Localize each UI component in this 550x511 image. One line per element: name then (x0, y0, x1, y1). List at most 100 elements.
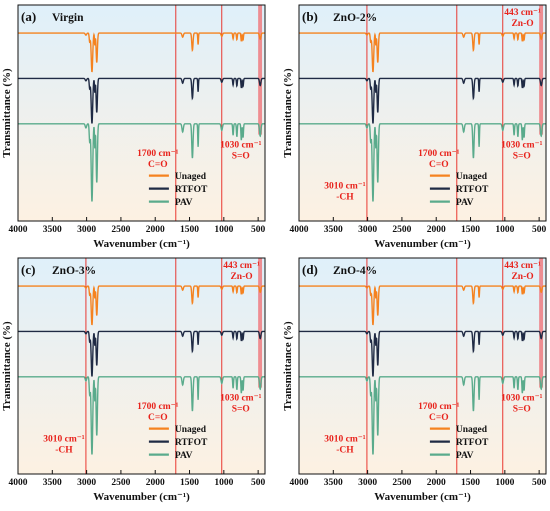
spectrum-unaged (18, 32, 265, 73)
spectrum-rtfot (18, 330, 265, 377)
annotation-label: 1030 cm⁻¹ (220, 394, 262, 404)
annotation-group: S=O (232, 405, 250, 415)
x-tick-label: 1500 (180, 478, 199, 488)
annotation-group: S=O (232, 152, 250, 162)
plot-frame (298, 257, 547, 475)
annotation-label: 3010 cm⁻¹ (43, 435, 85, 445)
annotation-label: 1700 cm⁻¹ (137, 149, 179, 159)
x-tick-label: 4000 (290, 478, 309, 488)
annotation-group: -CH (336, 446, 354, 456)
zn-o-band (539, 5, 544, 135)
x-tick-label: 4000 (9, 478, 28, 488)
zn-o-band (539, 258, 544, 388)
legend-label: RTFOT (175, 438, 208, 448)
annotation-label: 1700 cm⁻¹ (418, 149, 460, 159)
x-tick-label: 4000 (290, 225, 309, 235)
annotation-group: C=O (148, 413, 168, 423)
legend-label: RTFOT (456, 185, 489, 195)
annotation-group: Zn-O (511, 19, 533, 29)
annotation-group: Zn-O (230, 272, 252, 282)
panel-b: 4000 3500 3000 2500 2000 1500 1000 500 Wavenumbe… (282, 4, 547, 250)
x-tick-label: 2000 (146, 478, 165, 488)
legend-label: PAV (175, 451, 193, 461)
x-tick-label: 1000 (495, 225, 514, 235)
annotation-group: S=O (513, 405, 531, 415)
x-tick-label: 2000 (146, 225, 165, 235)
x-tick-label: 3500 (324, 478, 343, 488)
x-tick-label: 2000 (427, 225, 446, 235)
plot-background (299, 258, 546, 474)
x-tick-label: 2500 (111, 478, 130, 488)
x-axis-title: Wavenumber (cm⁻¹) (374, 238, 471, 250)
panel-c: 4000 3500 3000 2500 2000 1500 1000 500 Wavenumbe… (1, 257, 266, 503)
spectrum-pav (299, 376, 546, 455)
annotation-label: 1030 cm⁻¹ (501, 394, 543, 404)
y-axis-title: Transmittance (%) (1, 68, 13, 158)
spectrum-rtfot (18, 77, 265, 124)
spectrum-rtfot (299, 330, 546, 377)
panel-title: ZnO-3% (52, 265, 96, 277)
plot-frame (17, 4, 266, 222)
panel-tag: (b) (302, 9, 318, 24)
annotation-group: C=O (429, 160, 449, 170)
x-axis-title: Wavenumber (cm⁻¹) (93, 491, 190, 503)
annotation-label: 443 cm⁻¹ (223, 261, 260, 271)
x-tick-label: 500 (532, 225, 547, 235)
legend-label: Unaged (456, 425, 488, 435)
x-tick-label: 500 (251, 225, 266, 235)
x-tick-label: 3000 (358, 478, 377, 488)
x-tick-label: 3000 (358, 225, 377, 235)
annotation-group: -CH (55, 446, 73, 456)
legend-label: PAV (456, 451, 474, 461)
x-tick-label: 1500 (461, 225, 480, 235)
annotation-group: C=O (148, 160, 168, 170)
x-tick-label: 3000 (77, 225, 96, 235)
legend-label: RTFOT (456, 438, 489, 448)
spectrum-unaged (299, 32, 546, 73)
panel-d: 4000 3500 3000 2500 2000 1500 1000 500 Wavenumbe… (282, 257, 547, 503)
spectrum-unaged (299, 285, 546, 326)
annotation-group: Zn-O (511, 272, 533, 282)
plot-background (299, 5, 546, 221)
zn-o-band (258, 5, 263, 135)
panel-tag: (a) (21, 9, 36, 24)
annotation-group: S=O (513, 152, 531, 162)
x-axis-title: Wavenumber (cm⁻¹) (374, 491, 471, 503)
plot-frame (298, 4, 547, 222)
panel-title: ZnO-4% (333, 265, 377, 277)
legend-label: RTFOT (175, 185, 208, 195)
x-tick-label: 2500 (392, 225, 411, 235)
annotation-label: 1030 cm⁻¹ (501, 141, 543, 151)
x-tick-label: 3500 (43, 478, 62, 488)
annotation-label: 3010 cm⁻¹ (324, 182, 366, 192)
spectrum-pav (18, 123, 265, 202)
x-tick-label: 1000 (495, 478, 514, 488)
x-tick-label: 4000 (9, 225, 28, 235)
legend-label: Unaged (175, 172, 207, 182)
annotation-label: 1700 cm⁻¹ (418, 402, 460, 412)
panel-tag: (d) (302, 262, 318, 277)
annotation-label: 1700 cm⁻¹ (137, 402, 179, 412)
plot-background (18, 258, 265, 474)
annotation-label: 3010 cm⁻¹ (324, 435, 366, 445)
annotation-label: 1030 cm⁻¹ (220, 141, 262, 151)
annotation-label: 443 cm⁻¹ (504, 8, 541, 18)
legend-label: Unaged (456, 172, 488, 182)
legend-label: PAV (175, 198, 193, 208)
spectrum-rtfot (299, 77, 546, 124)
panel-tag: (c) (21, 262, 35, 277)
x-tick-label: 3500 (43, 225, 62, 235)
spectrum-unaged (18, 285, 265, 326)
zn-o-band (258, 258, 263, 388)
annotation-group: C=O (429, 413, 449, 423)
annotation-group: -CH (336, 193, 354, 203)
x-tick-label: 2500 (392, 478, 411, 488)
spectrum-pav (299, 123, 546, 202)
y-axis-title: Transmittance (%) (1, 321, 13, 411)
y-axis-title: Transmittance (%) (282, 321, 294, 411)
x-tick-label: 1000 (214, 225, 233, 235)
legend-label: PAV (456, 198, 474, 208)
x-tick-label: 2500 (111, 225, 130, 235)
plot-frame (17, 257, 266, 475)
